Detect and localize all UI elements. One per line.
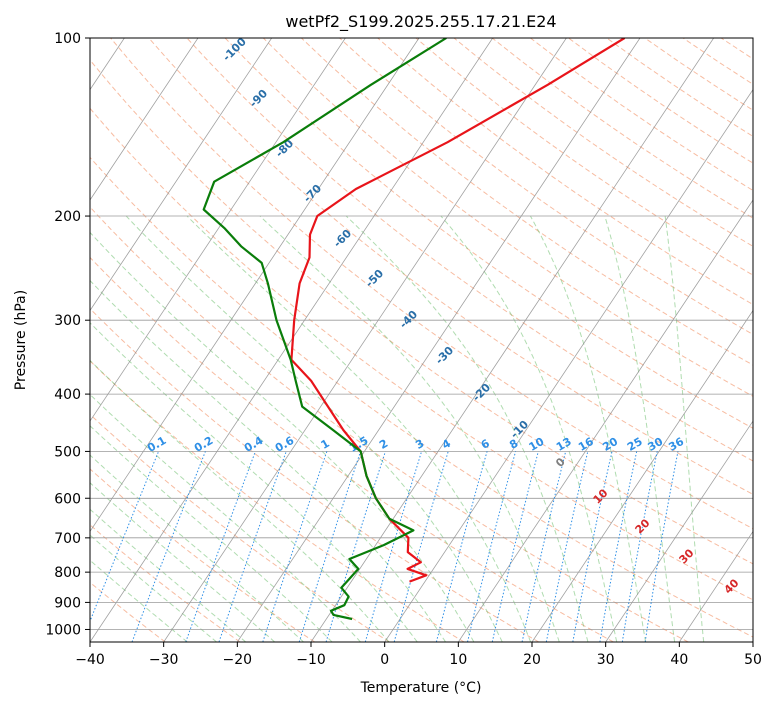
mixing-ratio-line: [325, 451, 386, 642]
y-tick-label: 400: [54, 387, 81, 403]
y-tick-label: 800: [54, 565, 81, 581]
mixing-ratio-line: [185, 451, 256, 642]
temperature-profile-line: [290, 38, 626, 583]
dry-adiabat: [110, 38, 753, 530]
profile-lines: [202, 38, 626, 621]
isotherm: [384, 88, 753, 642]
moist-adiabat: [90, 393, 361, 642]
moist-adiabat: [90, 559, 188, 642]
mixing-ratio-line: [364, 451, 423, 642]
isotherm: [531, 309, 753, 642]
y-tick-label: 600: [54, 491, 81, 507]
mixing-ratio-line: [90, 451, 160, 623]
moist-adiabat: [90, 534, 217, 642]
chart-title: wetPf2_S199.2025.255.17.21.E24: [285, 12, 556, 32]
mixing-ratio-line: [467, 451, 517, 642]
y-tick-label: 1000: [45, 622, 81, 638]
y-axis-ticks: 100 200 300 400 500 600 700 800 900 1000: [45, 31, 90, 638]
dry-adiabat: [90, 360, 465, 642]
background-lines: [90, 38, 753, 642]
dry-adiabat: [377, 38, 753, 306]
dry-adiabat: [90, 59, 753, 565]
dry-adiabat: [186, 38, 753, 462]
moist-adiabat: [90, 425, 333, 642]
mixing-ratio-line: [545, 451, 589, 642]
mixing-ratio-line: [131, 451, 206, 642]
mixing-ratio-line: [491, 451, 539, 642]
moist-adiabat: [259, 215, 560, 642]
y-tick-label: 900: [54, 595, 81, 611]
isotherm: [90, 38, 273, 312]
isotherm: [236, 38, 641, 642]
x-tick-label: 40: [670, 652, 688, 668]
isotherm: [163, 38, 567, 642]
y-tick-label: 500: [54, 444, 81, 460]
y-tick-label: 700: [54, 531, 81, 547]
dry-adiabat: [90, 206, 689, 642]
x-tick-label: 10: [449, 652, 467, 668]
y-tick-label: 300: [54, 313, 81, 329]
mixing-ratio-line: [435, 451, 488, 642]
dry-adiabat: [90, 581, 166, 642]
mixing-ratio-line: [262, 451, 328, 642]
moist-adiabat: [186, 215, 532, 642]
dry-adiabat: [339, 38, 753, 336]
isotherm: [678, 530, 753, 642]
isotherm: [90, 38, 420, 533]
moist-adiabat: [90, 359, 390, 642]
isotherm: [605, 420, 753, 642]
x-tick-label: 50: [744, 652, 762, 668]
isotherm: [90, 38, 494, 642]
x-axis-label: Temperature (°C): [360, 680, 482, 696]
mixing-ratio-line: [298, 451, 362, 642]
moist-adiabat: [90, 508, 247, 642]
dry-adiabat: [90, 413, 390, 642]
x-axis-ticks: −40 −30 −20 −10 0 10 20 30 40 50: [75, 642, 762, 668]
mixing-ratio-line: [218, 451, 287, 642]
moist-adiabat: [604, 215, 676, 642]
isotherm: [90, 38, 346, 422]
moist-adiabat: [90, 454, 304, 642]
x-tick-label: −20: [223, 652, 253, 668]
moist-adiabat: [90, 279, 447, 642]
x-tick-label: −40: [75, 652, 105, 668]
y-tick-label: 200: [54, 209, 81, 225]
dry-adiabat: [90, 256, 614, 642]
moist-adiabat: [664, 215, 705, 642]
y-tick-label: 100: [54, 31, 81, 47]
x-tick-label: 20: [523, 652, 541, 668]
x-tick-label: 30: [597, 652, 615, 668]
isotherm: [310, 38, 715, 642]
moist-adiabat: [440, 215, 618, 642]
dry-adiabat: [90, 468, 315, 642]
moist-adiabat: [90, 231, 475, 642]
x-tick-label: 0: [380, 652, 389, 668]
dry-adiabat: [224, 38, 753, 429]
y-axis-label: Pressure (hPa): [13, 290, 29, 390]
dry-adiabat: [90, 307, 540, 642]
plot-frame: [89, 37, 754, 643]
isotherm: [90, 38, 199, 201]
dewpoint-profile-line: [202, 38, 447, 621]
mixing-ratio-line: [521, 451, 567, 642]
x-tick-label: −30: [149, 652, 179, 668]
x-tick-label: −10: [296, 652, 326, 668]
dry-adiabat: [262, 38, 753, 397]
isotherm: [457, 199, 753, 642]
